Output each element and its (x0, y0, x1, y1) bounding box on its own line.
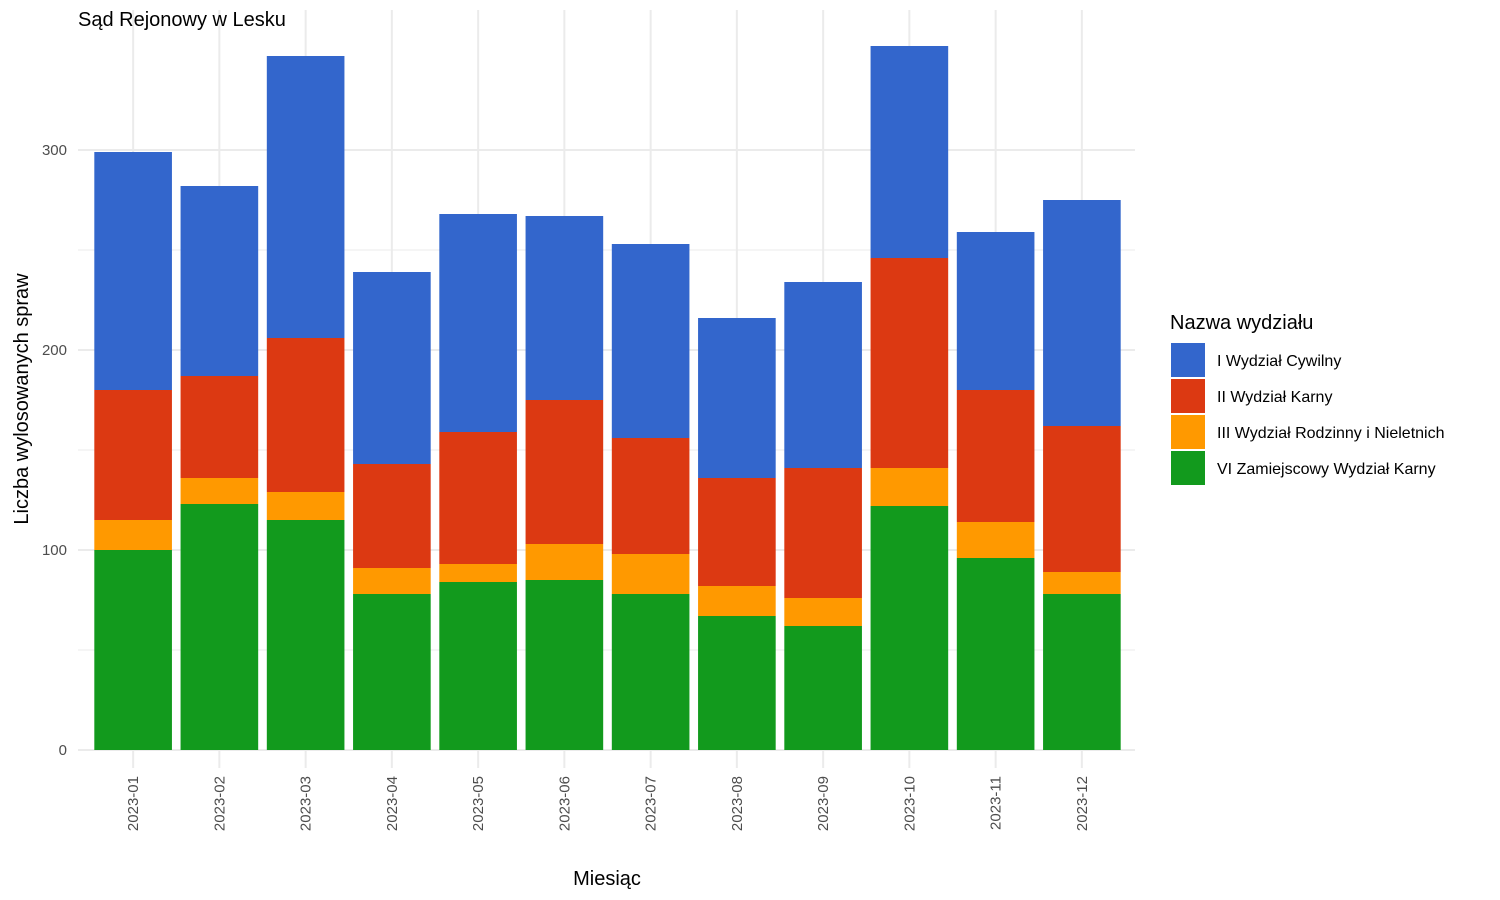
bar-segment (266, 338, 345, 492)
bar-segment (870, 258, 949, 468)
bar-segment (1043, 594, 1121, 750)
legend: Nazwa wydziału I Wydział Cywilny II Wydzi… (1170, 312, 1445, 485)
x-tick-label: 2023-03 (298, 776, 315, 831)
y-axis-ticks: 0 100 200 300 (42, 142, 67, 759)
legend-label: III Wydział Rodzinny i Nieletnich (1217, 425, 1445, 442)
bar-segment (525, 544, 604, 580)
bar-segment (525, 580, 604, 750)
bar-segment (698, 616, 776, 750)
x-tick-label: 2023-01 (125, 776, 142, 831)
bar-segment (439, 564, 517, 582)
bar-segment (266, 56, 345, 338)
bar-segment (180, 478, 259, 504)
bar-segment (698, 318, 776, 478)
bar-segment (784, 468, 862, 598)
legend-swatch (1171, 451, 1205, 485)
legend-label: II Wydział Karny (1217, 389, 1332, 406)
bar-segment (439, 432, 517, 564)
y-tick-label: 100 (42, 542, 67, 559)
y-tick-label: 300 (42, 142, 67, 159)
bar-segment (1043, 200, 1121, 426)
bar-segment (870, 46, 949, 258)
x-tick-label: 2023-08 (729, 776, 746, 831)
bar-segment (956, 232, 1035, 390)
legend-label: VI Zamiejscowy Wydział Karny (1217, 461, 1436, 478)
bar-segment (611, 438, 690, 554)
legend-swatch (1171, 415, 1205, 449)
bar-segment (353, 568, 431, 594)
x-axis-title: Miesiąc (573, 868, 641, 890)
bars (94, 46, 1121, 750)
bar-segment (525, 216, 604, 400)
bar-segment (266, 520, 345, 750)
bar-segment (180, 376, 259, 478)
x-tick-label: 2023-11 (988, 776, 1005, 830)
bar-segment (611, 594, 690, 750)
bar-segment (611, 554, 690, 594)
bar-segment (870, 506, 949, 750)
x-tick-label: 2023-02 (211, 776, 228, 831)
bar-segment (698, 586, 776, 616)
bar-segment (180, 504, 259, 750)
bar-segment (525, 400, 604, 544)
legend-label: I Wydział Cywilny (1217, 353, 1341, 370)
x-axis-ticks: 2023-01 2023-02 2023-03 2023-04 2023-05 2023-… (125, 776, 1091, 831)
bar-segment (1043, 426, 1121, 572)
bar-segment (94, 390, 172, 520)
x-tick-label: 2023-10 (901, 776, 918, 831)
chart-title: Sąd Rejonowy w Lesku (78, 9, 286, 31)
bar-segment (611, 244, 690, 438)
bar-segment (353, 594, 431, 750)
bar-segment (956, 390, 1035, 522)
bar-segment (870, 468, 949, 506)
bar-segment (94, 520, 172, 550)
bar-segment (956, 522, 1035, 558)
bar-segment (180, 186, 259, 376)
bar-segment (353, 272, 431, 464)
bar-segment (698, 478, 776, 586)
bar-segment (353, 464, 431, 568)
bar-segment (439, 214, 517, 432)
bar-segment (784, 626, 862, 750)
bar-segment (956, 558, 1035, 750)
x-tick-label: 2023-12 (1074, 776, 1091, 831)
legend-title: Nazwa wydziału (1170, 312, 1313, 334)
x-tick-label: 2023-04 (384, 776, 401, 831)
y-tick-label: 200 (42, 342, 67, 359)
legend-swatch (1171, 379, 1205, 413)
x-tick-label: 2023-09 (815, 776, 832, 831)
bar-segment (439, 582, 517, 750)
legend-swatch (1171, 343, 1205, 377)
x-tick-label: 2023-06 (556, 776, 573, 831)
bar-segment (1043, 572, 1121, 594)
bar-segment (784, 282, 862, 468)
bar-segment (784, 598, 862, 626)
bar-segment (94, 152, 172, 390)
y-tick-label: 0 (59, 742, 67, 759)
y-axis-title: Liczba wylosowanych spraw (11, 273, 33, 525)
bar-segment (94, 550, 172, 750)
x-tick-label: 2023-07 (643, 776, 660, 831)
bar-segment (266, 492, 345, 520)
x-tick-label: 2023-05 (470, 776, 487, 831)
